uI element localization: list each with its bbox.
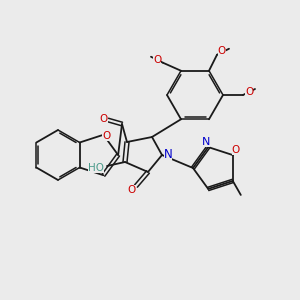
Text: O: O xyxy=(218,46,226,56)
Text: N: N xyxy=(164,148,172,161)
Text: N: N xyxy=(202,137,210,147)
Text: O: O xyxy=(232,145,240,155)
Text: HO: HO xyxy=(88,163,104,173)
Text: O: O xyxy=(102,131,111,141)
Text: O: O xyxy=(128,185,136,195)
Text: O: O xyxy=(245,87,253,97)
Text: O: O xyxy=(100,114,108,124)
Text: O: O xyxy=(153,55,161,65)
